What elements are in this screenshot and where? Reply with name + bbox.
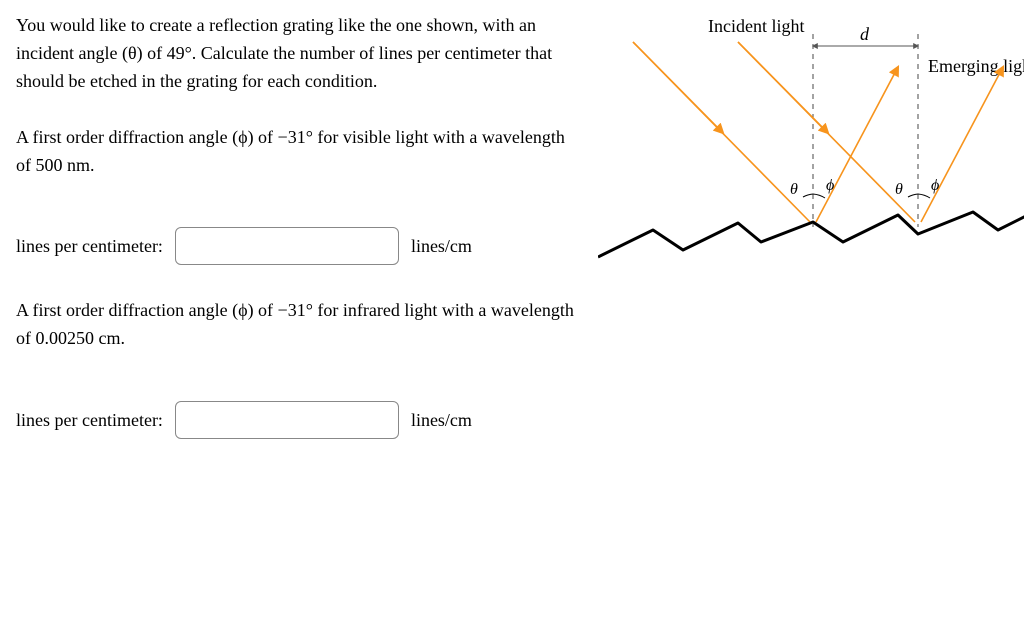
incident-label: Incident light [708,16,804,36]
phi-label-1: ϕ [826,177,834,194]
part-2-answer-row: lines per centimeter: lines/cm [16,401,578,439]
grating-surface [598,212,1024,257]
intro-text: You would like to create a reflection gr… [16,12,578,96]
angle-arcs [803,194,930,198]
part-1-input[interactable] [175,227,399,265]
part-2-unit: lines/cm [411,410,472,431]
emerging-label: Emerging light [928,56,1024,76]
grating-diagram: Incident light Emerging light d [598,12,1024,272]
part-1-prompt: A first order diffraction angle (ϕ) of −… [16,124,578,180]
theta-label-2: θ [895,181,903,198]
part-2-input[interactable] [175,401,399,439]
d-label: d [860,24,870,44]
part-1-label: lines per centimeter: [16,236,163,257]
part-2-prompt: A first order diffraction angle (ϕ) of −… [16,297,578,353]
part-2-label: lines per centimeter: [16,410,163,431]
phi-label-2: ϕ [931,177,939,194]
incident-rays [633,42,915,222]
theta-label-1: θ [790,181,798,198]
part-1-answer-row: lines per centimeter: lines/cm [16,227,578,265]
emerging-rays [816,67,1003,222]
part-1-unit: lines/cm [411,236,472,257]
